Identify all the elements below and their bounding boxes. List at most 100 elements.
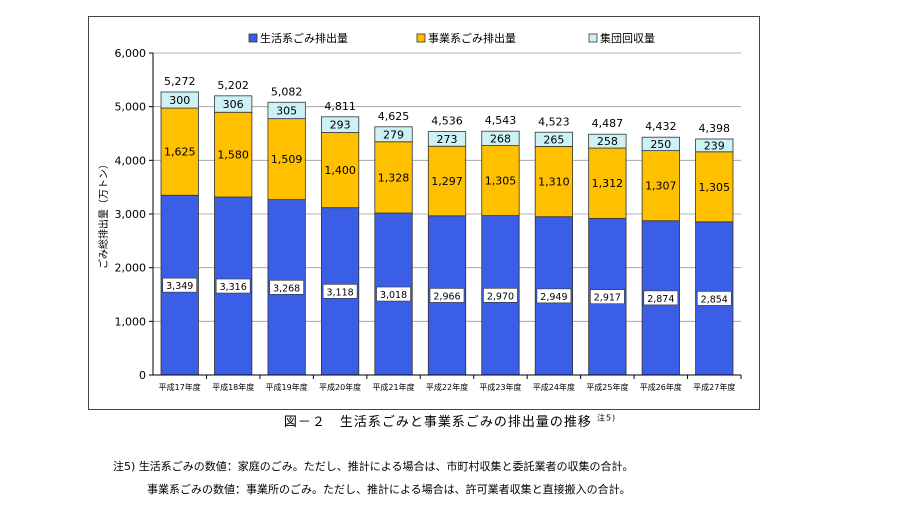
data-label: 265	[543, 133, 564, 146]
bar-segment	[214, 95, 253, 113]
legend-label: 集団回収量	[600, 31, 655, 45]
data-label: 3,268	[273, 283, 300, 294]
data-label: 1,310	[538, 176, 570, 189]
data-label: 1,509	[271, 153, 303, 166]
data-label: 1,580	[217, 149, 249, 162]
footnote-business: 事業系ごみの数値：事業所のごみ。ただし、推計による場合は、許可業者収集と直接搬入…	[147, 483, 631, 496]
stacked-bar-chart: 0 1,000 2,000 3,000 4,000 5,000 6,000 ごみ総排出量（万ト…	[97, 31, 742, 392]
legend-swatch	[416, 33, 426, 43]
data-label-box	[322, 284, 358, 299]
y-tick-label: 0	[139, 369, 146, 382]
data-label: 3,349	[166, 281, 193, 292]
bar-segment	[695, 138, 734, 153]
data-label: 1,400	[324, 164, 356, 177]
x-tick-label: 平成23年度	[479, 382, 521, 392]
legend-label: 生活系ごみ排出量	[260, 31, 348, 45]
data-label: 2,949	[540, 292, 567, 303]
x-tick-label: 平成26年度	[640, 382, 682, 392]
data-label: 268	[490, 132, 511, 145]
y-tick-label: 4,000	[115, 154, 147, 167]
data-label-box	[483, 288, 518, 303]
y-tick-label: 5,000	[115, 101, 147, 114]
total-label: 4,625	[378, 110, 410, 123]
bar-segment	[374, 126, 413, 143]
data-label-box	[215, 278, 251, 294]
x-tick-label: 平成22年度	[426, 382, 468, 392]
total-label: 4,487	[592, 117, 624, 130]
total-label: 4,398	[699, 122, 731, 135]
data-label-box	[376, 286, 411, 302]
total-label: 5,202	[217, 79, 249, 92]
data-label: 258	[597, 135, 618, 148]
x-tick-label: 平成27年度	[693, 382, 735, 392]
data-label: 1,328	[378, 171, 410, 184]
caption-text: 図－２ 生活系ごみと事業系ごみの排出量の推移	[283, 415, 592, 430]
y-tick-label: 6,000	[115, 47, 147, 60]
x-tick-label: 平成20年度	[319, 382, 361, 392]
data-label: 2,874	[647, 294, 674, 305]
data-label: 239	[704, 139, 725, 152]
data-label: 1,307	[645, 180, 677, 193]
legend-label: 事業系ごみ排出量	[428, 31, 516, 45]
data-label: 1,305	[485, 175, 517, 188]
data-label: 2,966	[433, 291, 460, 302]
figure-caption: 図－２ 生活系ごみと事業系ごみの排出量の推移 注5)	[0, 411, 900, 430]
data-label: 3,316	[220, 282, 247, 293]
bar-segment	[481, 145, 520, 217]
total-label: 5,082	[271, 85, 303, 98]
data-label: 300	[169, 94, 190, 107]
data-label: 306	[223, 98, 244, 111]
x-tick-label: 平成25年度	[586, 382, 628, 392]
data-label-box	[590, 289, 625, 305]
bar-segment	[641, 150, 680, 222]
data-label: 1,312	[592, 177, 624, 190]
data-label: 1,305	[699, 181, 731, 194]
footnote-household: 注5) 生活系ごみの数値：家庭のごみ。ただし、推計による場合は、市町村収集と委託…	[113, 460, 634, 473]
data-label: 3,118	[326, 287, 353, 298]
data-label: 250	[650, 138, 671, 151]
total-label: 4,811	[324, 100, 356, 113]
total-label: 5,272	[164, 75, 196, 88]
data-label: 293	[330, 119, 351, 132]
total-label: 4,523	[538, 115, 570, 128]
legend-swatch	[248, 33, 258, 43]
x-tick-label: 平成17年度	[159, 382, 201, 392]
bar-segment	[481, 130, 520, 146]
bar-segment	[320, 116, 360, 133]
data-label: 279	[383, 128, 404, 141]
data-label: 3,018	[380, 290, 407, 301]
bar-segment	[160, 107, 199, 196]
y-tick-label: 3,000	[115, 208, 147, 221]
bar-segment	[427, 131, 467, 147]
data-label-box	[643, 290, 679, 306]
bar-segment	[695, 151, 734, 223]
y-tick-label: 2,000	[115, 262, 147, 275]
total-label: 4,543	[485, 114, 517, 127]
bar-segment	[374, 141, 413, 214]
bar-segment	[214, 111, 253, 198]
data-label-box	[269, 280, 304, 295]
caption-footnote-mark: 注5)	[596, 413, 617, 423]
data-label-box	[696, 291, 732, 306]
chart-frame: 0 1,000 2,000 3,000 4,000 5,000 6,000 ごみ総排出量（万ト…	[88, 16, 760, 410]
bar-segment	[160, 91, 199, 109]
y-axis-label: ごみ総排出量（万トン）	[97, 159, 110, 269]
data-label: 2,970	[487, 291, 514, 302]
data-label: 2,854	[701, 294, 728, 305]
x-tick-label: 平成21年度	[372, 382, 414, 392]
bar-segment	[534, 131, 574, 147]
data-label-box	[162, 277, 198, 293]
data-label: 305	[276, 104, 297, 117]
bar-segment	[267, 101, 306, 120]
data-label-box	[429, 288, 465, 303]
x-tick-label: 平成24年度	[533, 382, 575, 392]
legend-swatch	[588, 33, 598, 43]
total-label: 4,536	[431, 115, 463, 128]
y-tick-label: 1,000	[115, 315, 147, 328]
x-tick-label: 平成18年度	[212, 382, 254, 392]
total-label: 4,432	[645, 120, 677, 133]
bar-segment	[427, 145, 467, 217]
data-label: 1,625	[164, 146, 196, 159]
data-label: 1,297	[431, 175, 463, 188]
bar-segment	[588, 133, 627, 149]
